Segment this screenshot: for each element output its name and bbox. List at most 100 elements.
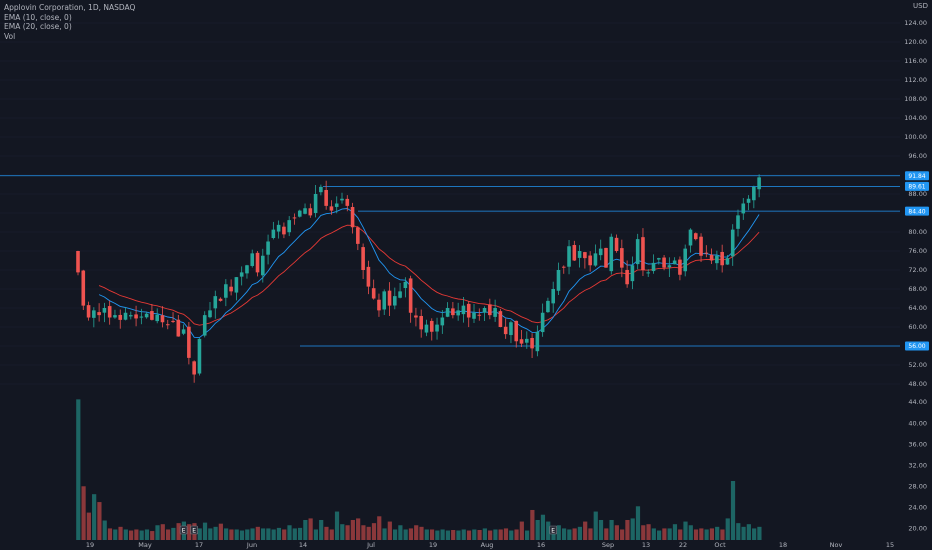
price-tick-label: 80.00 (908, 228, 927, 236)
candle (477, 314, 482, 316)
volume-bar (546, 521, 551, 540)
time-tick-label: Nov (830, 541, 843, 549)
volume-bar (630, 518, 635, 540)
candle (387, 290, 392, 306)
time-tick-label: Jun (246, 541, 257, 549)
symbol-title[interactable]: Applovin Corporation, 1D, NASDAQ (4, 3, 136, 12)
volume-bar (414, 525, 419, 540)
candle (498, 311, 503, 327)
price-badge: 56.00 (905, 341, 929, 351)
volume-bar (641, 525, 646, 540)
candle (667, 265, 672, 268)
price-tick-label: 120.00 (904, 38, 927, 46)
volume-bar (461, 529, 466, 540)
grid (0, 22, 900, 385)
volume-bar (657, 530, 662, 540)
candle (308, 208, 313, 216)
volume-bar (345, 525, 350, 540)
volume-bar (662, 528, 667, 540)
volume-bar (261, 528, 266, 540)
earnings-letter: E (551, 528, 555, 535)
volume-tick-label: 20.00 (908, 525, 927, 533)
candle (398, 291, 402, 298)
candle (361, 247, 365, 270)
candle (92, 310, 96, 318)
time-tick-label: May (138, 541, 152, 549)
horizontal-lines[interactable] (0, 175, 900, 347)
volume-bar (297, 527, 303, 540)
candle (609, 236, 614, 272)
time-tick-label: Aug (481, 541, 494, 549)
candle (266, 241, 270, 255)
price-tick-label: 108.00 (904, 95, 927, 103)
volume-bar (202, 522, 208, 540)
ema-10-legend[interactable]: EMA (10, close, 0) (4, 12, 72, 22)
candle (678, 259, 682, 275)
ema-20-legend[interactable]: EMA (20, close, 0) (4, 22, 72, 31)
volume-bar (609, 519, 614, 540)
price-tick-label: 72.00 (908, 266, 927, 274)
volume-bar (503, 528, 509, 540)
price-badge-box (905, 341, 929, 351)
volume-bar (176, 523, 181, 540)
candle (155, 314, 159, 322)
volume-bar (229, 529, 234, 540)
candle (752, 186, 756, 201)
candle (414, 315, 418, 318)
candle (583, 252, 587, 259)
candle (519, 339, 524, 344)
volume-bar (160, 524, 165, 540)
time-tick-label: 17 (195, 541, 203, 549)
candle (97, 312, 101, 316)
candle (699, 236, 703, 256)
candle (377, 299, 381, 311)
candle (218, 298, 223, 301)
volume-bar (155, 525, 160, 540)
volume-bar (419, 526, 424, 540)
candle (334, 203, 339, 207)
currency-label[interactable]: USD (913, 2, 928, 10)
candle (176, 319, 181, 337)
price-tick-label: 64.00 (908, 304, 927, 312)
candle (641, 237, 645, 270)
candle (118, 314, 123, 320)
price-badge-box (905, 206, 929, 216)
volume-bar (340, 524, 345, 540)
price-badge-label: 56.00 (908, 343, 925, 350)
price-tick-label: 112.00 (904, 76, 927, 84)
volume-bar (218, 523, 223, 540)
volume-bar (683, 521, 688, 540)
volume-tick-label: 40.00 (908, 419, 927, 427)
candle (429, 320, 434, 332)
volume-bar (456, 530, 461, 540)
volume-tick-label: 36.00 (908, 440, 927, 448)
candle (720, 251, 724, 266)
volume-tick-label: 32.00 (908, 461, 927, 469)
candle (419, 315, 423, 330)
candle (472, 312, 476, 319)
candle (424, 324, 429, 333)
volume-bar (329, 529, 334, 540)
volume-bar (81, 486, 86, 540)
earnings-badge (179, 525, 188, 535)
volume-bar (620, 529, 625, 540)
price-tick-label: 68.00 (908, 285, 927, 293)
candle (651, 262, 656, 272)
price-axis[interactable]: 48.00 52.00 56.00 60.00 64.00 68.00 72.00 76.00… (904, 19, 929, 533)
volume-legend[interactable]: Vol (4, 31, 16, 41)
time-tick-label: 18 (779, 541, 787, 549)
candle (503, 326, 508, 335)
candle (192, 361, 196, 375)
volume-tick-label: 28.00 (908, 482, 927, 490)
earnings-marker: E (549, 525, 558, 535)
candle (382, 291, 387, 310)
volume-bar (567, 529, 572, 540)
time-axis[interactable]: 19 May 17 Jun 14 Jul 19 Aug 16 Sep 13 22 Oct 18 Nov 15 (86, 541, 894, 549)
candle (213, 296, 218, 309)
volume-bar (498, 529, 503, 540)
ema-10-path (98, 208, 760, 339)
candle (350, 207, 355, 228)
candle (709, 254, 714, 261)
